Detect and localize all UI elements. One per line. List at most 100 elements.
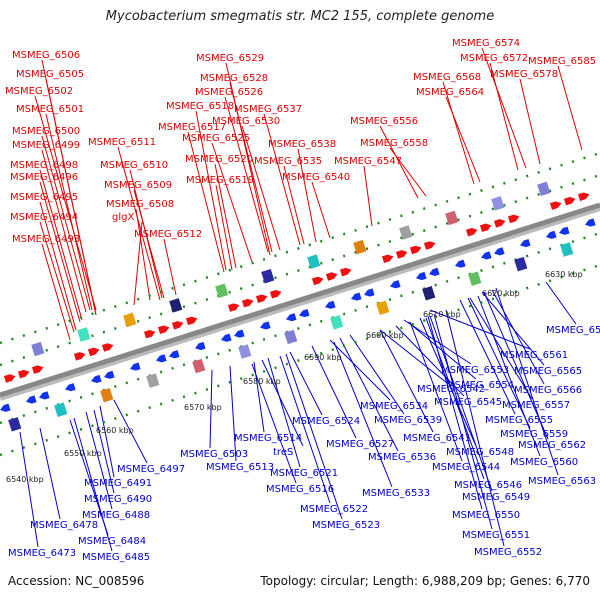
tick-label: 6540 kbp bbox=[6, 475, 44, 484]
reverse-gene-arrow bbox=[26, 395, 37, 404]
reverse-gene-label: MSMEG_6561 bbox=[500, 350, 568, 361]
fwd-leader-line bbox=[34, 95, 97, 311]
fwd-leader-line bbox=[445, 96, 481, 183]
feature-box bbox=[31, 341, 45, 357]
forward-gene-label: MSMEG_6501 bbox=[16, 104, 84, 115]
reverse-gene-label: MSMEG_6566 bbox=[514, 385, 582, 396]
fwd-leader-line bbox=[489, 62, 519, 171]
reverse-gene-arrow bbox=[65, 383, 76, 392]
forward-gene-arrow bbox=[381, 254, 394, 264]
feature-box bbox=[560, 242, 574, 257]
fwd-leader-line bbox=[363, 165, 373, 227]
kbp-ticks: 6540 kbp 6550 kbp 6560 kbp 6570 kbp 6580 kbp… bbox=[6, 270, 583, 484]
fwd-leader-line bbox=[135, 208, 151, 301]
tick-label: 6610 kbp bbox=[423, 310, 461, 319]
topology-text: Topology: circular; Length: 6,988,209 bp… bbox=[260, 574, 590, 588]
forward-gene-label: MSMEG_6558 bbox=[360, 138, 428, 149]
fwd-leader-line bbox=[241, 125, 281, 251]
forward-gene-arrow bbox=[3, 374, 16, 383]
reverse-gene-arrow bbox=[494, 247, 505, 256]
forward-gene-label: MSMEG_6517 bbox=[158, 122, 226, 133]
forward-gene-label: MSMEG_6538 bbox=[268, 139, 336, 150]
fwd-leader-line bbox=[39, 181, 81, 323]
feature-box bbox=[537, 181, 551, 197]
forward-gene-arrow bbox=[479, 223, 492, 233]
forward-gene-arrow bbox=[171, 321, 184, 330]
feature-box bbox=[238, 344, 252, 359]
reverse-gene-label: MSMEG_6488 bbox=[82, 510, 150, 521]
fwd-leader-line bbox=[389, 147, 427, 197]
rev-leader-line bbox=[85, 411, 113, 510]
forward-gene-label: MSMEG_6495 bbox=[10, 192, 78, 203]
rev-leader-line bbox=[229, 365, 237, 462]
fwd-leader-line bbox=[311, 181, 331, 239]
rev-leader-line bbox=[113, 399, 148, 464]
reverse-gene-label: MSMEG_6551 bbox=[462, 530, 530, 541]
forward-gene-label: MSMEG_6494 bbox=[10, 212, 78, 223]
rev-leader-line bbox=[477, 295, 541, 457]
rev-leader-line bbox=[379, 329, 434, 433]
forward-gene-label: MSMEG_6498 bbox=[10, 160, 78, 171]
reverse-gene-label: MSMEG_6527 bbox=[326, 439, 394, 450]
rev-leader-line bbox=[409, 321, 463, 462]
reverse-gene-label: MSMEG_6521 bbox=[270, 468, 338, 479]
forward-gene-arrow bbox=[395, 250, 408, 259]
fwd-leader-line bbox=[133, 221, 143, 306]
reverse-gene-label: MSMEG_6542 bbox=[417, 384, 485, 395]
backbone-line bbox=[0, 202, 600, 398]
fwd-leader-line bbox=[187, 131, 225, 273]
fwd-leader-line bbox=[39, 169, 83, 321]
reverse-gene-label: MSMEG_6478 bbox=[30, 520, 98, 531]
rev-leader-line bbox=[469, 297, 533, 400]
tick-label: 6570 kbp bbox=[184, 403, 222, 412]
forward-gene-label: MSMEG_6525 bbox=[182, 133, 250, 144]
forward-gene-arrow bbox=[493, 219, 506, 228]
fwd-leader-line bbox=[39, 221, 75, 333]
reverse-gene-label: MSMEG_6563 bbox=[528, 476, 596, 487]
rev-leader-line bbox=[545, 281, 577, 325]
reverse-gene-label: MSMEG_6565 bbox=[514, 366, 582, 377]
feature-box bbox=[261, 268, 275, 284]
forward-gene-label: MSMEG_6568 bbox=[413, 72, 481, 83]
tick-label: 6580 kbp bbox=[243, 377, 281, 386]
reverse-gene-label: MSMEG_6497 bbox=[117, 464, 185, 475]
forward-gene-label: MSMEG_6535 bbox=[254, 156, 322, 167]
forward-gene-arrow bbox=[269, 290, 282, 299]
fwd-leader-line bbox=[41, 243, 71, 341]
backbone-shadow bbox=[0, 205, 600, 401]
reverse-gene-label: MSMEG_6524 bbox=[292, 416, 360, 427]
feature-box bbox=[8, 417, 22, 432]
fwd-leader-line bbox=[263, 113, 301, 246]
forward-gene-label: MSMEG_6496 bbox=[10, 172, 78, 183]
tick-label: 6620 kbp bbox=[482, 289, 520, 298]
fwd-leader-line bbox=[45, 78, 97, 316]
feature-box bbox=[514, 256, 528, 272]
rev-leader-line bbox=[73, 417, 113, 552]
rev-leader-line bbox=[495, 287, 559, 476]
reverse-gene-arrow bbox=[234, 329, 245, 338]
fwd-leader-line bbox=[41, 135, 91, 311]
forward-gene-label: MSMEG_6512 bbox=[134, 229, 202, 240]
rev-leader-line bbox=[459, 299, 516, 415]
rev-leader-line bbox=[419, 317, 477, 447]
reverse-gene-label: MSMEG_6491 bbox=[84, 478, 152, 489]
forward-gene-label: MSMEG_6574 bbox=[452, 38, 520, 49]
gene-labels: MSMEG_6506 MSMEG_6505 MSMEG_6502 MSMEG_6501… bbox=[5, 38, 600, 563]
feature-box bbox=[307, 254, 321, 269]
forward-gene-arrow bbox=[465, 227, 478, 237]
reverse-gene-label: MSMEG_6571 bbox=[546, 325, 600, 336]
forward-gene-label: MSMEG_6508 bbox=[106, 199, 174, 210]
tick-label: 6600 kbp bbox=[366, 331, 404, 340]
forward-gene-label: MSMEG_6506 bbox=[12, 50, 80, 61]
rev-leader-line bbox=[491, 289, 545, 385]
rev-leader-line bbox=[445, 309, 505, 547]
fwd-leader-line bbox=[133, 189, 165, 299]
feature-box bbox=[77, 327, 91, 342]
tick-label: 6560 kbp bbox=[96, 426, 134, 435]
rev-leader-line bbox=[333, 341, 393, 488]
fwd-leader-line bbox=[229, 82, 273, 253]
reverse-gene-label: MSMEG_6544 bbox=[432, 462, 500, 473]
forward-gene-arrow bbox=[241, 298, 254, 308]
reverse-gene-arrow bbox=[351, 292, 362, 301]
